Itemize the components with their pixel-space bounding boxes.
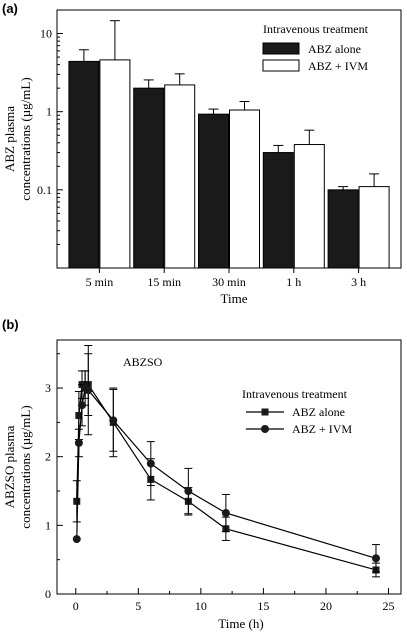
y-tick-label: 1 bbox=[46, 105, 52, 119]
data-point-circle bbox=[371, 554, 380, 563]
data-point-circle bbox=[78, 401, 87, 410]
series-line bbox=[76, 387, 377, 559]
bar bbox=[229, 109, 260, 269]
x-tick-label: 20 bbox=[320, 599, 332, 613]
y-tick-label: 0.1 bbox=[37, 183, 52, 197]
x-axis-title: Time bbox=[221, 291, 248, 306]
bar bbox=[293, 144, 325, 269]
legend-swatch bbox=[262, 59, 300, 72]
data-point-circle bbox=[74, 438, 83, 447]
y-axis-title-line: concentrations (µg/mL) bbox=[18, 77, 33, 200]
data-point-circle bbox=[221, 508, 230, 517]
legend-title: Intravenous treatment bbox=[242, 387, 348, 401]
chart-annotation: ABZSO bbox=[123, 355, 163, 369]
panel-a-label: (a) bbox=[2, 1, 18, 16]
data-point-square bbox=[73, 497, 81, 505]
legend-label: ABZ alone bbox=[308, 42, 361, 56]
legend-label: ABZ alone bbox=[292, 405, 345, 419]
y-tick-label: 0 bbox=[45, 587, 51, 601]
bar bbox=[358, 186, 390, 269]
y-axis-title: ABZSO plasmaconcentrations (µg/mL) bbox=[2, 405, 33, 528]
legend-swatch bbox=[262, 42, 300, 55]
x-tick-label: 3 h bbox=[351, 275, 366, 289]
x-tick-label: 30 min bbox=[212, 275, 246, 289]
bar bbox=[133, 87, 165, 269]
panel-b-line-chart: (b) 0 5 10 15 20 25 0 1 2 3 ABZSO Intravenous treatm… bbox=[2, 317, 402, 631]
y-tick-label: 3 bbox=[45, 381, 51, 395]
legend-marker-square bbox=[261, 408, 269, 416]
x-tick-label: 25 bbox=[382, 599, 394, 613]
bar bbox=[68, 60, 100, 269]
data-point-square bbox=[75, 412, 83, 420]
legend-title: Intravenous treatment bbox=[263, 22, 369, 36]
legend-label: ABZ + IVM bbox=[308, 59, 368, 73]
y-axis-title-line: concentrations (µg/mL) bbox=[18, 405, 33, 528]
data-point-circle bbox=[109, 416, 118, 425]
series-line bbox=[76, 384, 377, 571]
x-tick-label: 5 min bbox=[86, 275, 114, 289]
legend-marker-circle bbox=[261, 425, 269, 433]
legend-label: ABZ + IVM bbox=[292, 422, 352, 436]
y-tick-label: 2 bbox=[45, 450, 51, 464]
y-tick-label: 1 bbox=[45, 518, 51, 532]
x-tick-label: 15 bbox=[257, 599, 269, 613]
x-tick-label: 1 h bbox=[286, 275, 301, 289]
data-point-circle bbox=[84, 386, 93, 395]
y-axis-title: ABZ plasmaconcentrations (µg/mL) bbox=[2, 77, 33, 200]
data-point-circle bbox=[72, 535, 81, 544]
bar bbox=[164, 84, 196, 269]
bar bbox=[198, 113, 229, 269]
y-tick-label: 10 bbox=[40, 27, 52, 41]
bar bbox=[327, 189, 359, 269]
x-tick-label: 15 min bbox=[147, 275, 181, 289]
x-tick-label: 10 bbox=[195, 599, 207, 613]
panel-b-plot-frame bbox=[56, 339, 402, 595]
data-point-circle bbox=[146, 459, 155, 468]
x-tick-label: 5 bbox=[135, 599, 141, 613]
y-axis-title-line: ABZ plasma bbox=[2, 106, 17, 172]
x-tick-label: 0 bbox=[73, 599, 79, 613]
bar bbox=[99, 59, 131, 269]
data-point-circle bbox=[184, 487, 193, 496]
panel-a-bar-chart: (a) 0.1 1 10 5 min 15 min 30 min 1 h 3 h Time ABZ … bbox=[2, 1, 402, 306]
x-axis-title: Time (h) bbox=[218, 616, 263, 631]
panel-b-label: (b) bbox=[2, 317, 19, 332]
y-axis-title-line: ABZSO plasma bbox=[2, 425, 17, 508]
bar bbox=[262, 152, 294, 269]
